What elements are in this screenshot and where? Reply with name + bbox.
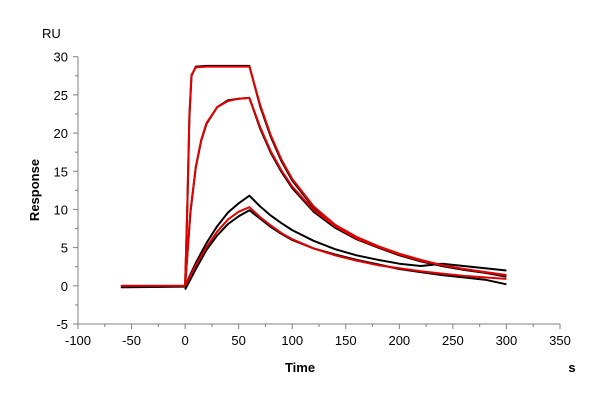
y-tick-label: 0	[61, 279, 68, 294]
y-unit-label: RU	[42, 26, 61, 41]
x-tick-label: -50	[122, 333, 141, 348]
x-tick-label: 50	[231, 333, 245, 348]
series-group	[120, 64, 507, 291]
x-tick-label: 350	[549, 333, 571, 348]
x-axis-label: Time	[285, 360, 315, 375]
y-tick-label: 5	[61, 241, 68, 256]
y-tick-label: 15	[54, 164, 68, 179]
x-tick-label: -100	[65, 333, 91, 348]
x-tick-label: 0	[181, 333, 188, 348]
y-tick-label: -5	[56, 317, 68, 332]
series-fit-2	[184, 96, 507, 286]
y-tick-label: 25	[54, 88, 68, 103]
y-tick-label: 10	[54, 202, 68, 217]
axes: -100 -50 0 50 100 150 200 250 300 350-50510152025…	[54, 50, 571, 348]
x-unit-label: s	[568, 360, 575, 375]
x-tick-label: 200	[388, 333, 410, 348]
x-tick-label: 100	[281, 333, 303, 348]
series-fit-3	[184, 206, 507, 287]
series-measured-4	[184, 209, 507, 291]
y-axis-label: Response	[27, 159, 42, 221]
x-tick-label: 300	[496, 333, 518, 348]
series-fit-1	[120, 65, 507, 287]
x-tick-label: 150	[335, 333, 357, 348]
y-tick-label: 20	[54, 126, 68, 141]
series-measured-3	[184, 194, 507, 287]
x-tick-label: 250	[442, 333, 464, 348]
y-tick-label: 30	[54, 50, 68, 65]
series-measured-1	[120, 64, 507, 289]
